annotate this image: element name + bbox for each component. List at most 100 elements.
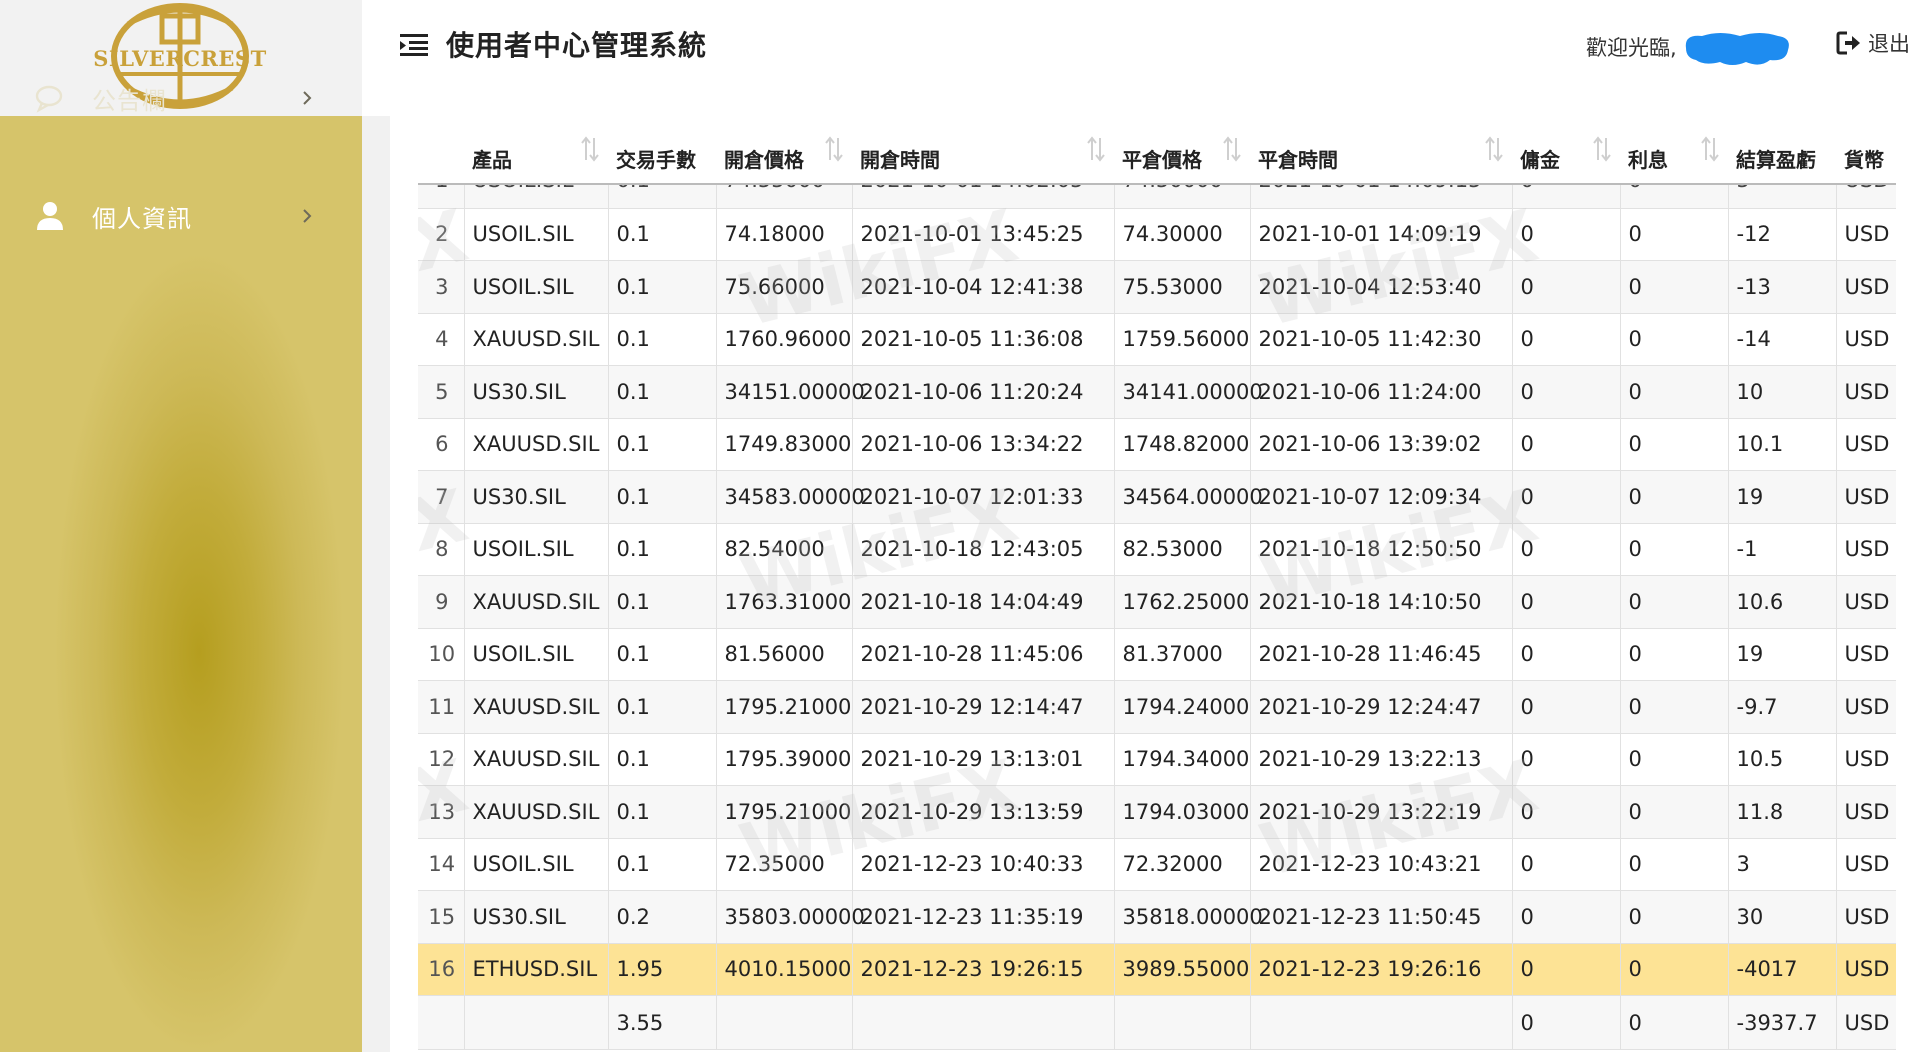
user-icon bbox=[37, 202, 63, 230]
trade-history-table: 產品 交易手數 開倉價格 開倉時間 平倉價格 平倉時間 傭金 利息 結算盈虧 貨幣 1 USOIL.… bbox=[418, 116, 1896, 1050]
table-cell: 2021-10-06 13:34:22 bbox=[851, 418, 1114, 471]
table-cell: 15 bbox=[418, 890, 464, 944]
table-row: 16 ETHUSD.SIL 1.95 4010.15000 2021-12-23 19:… bbox=[418, 943, 1896, 996]
table-cell: -14 bbox=[1727, 313, 1836, 366]
table-cell: 81.37000 bbox=[1113, 628, 1250, 681]
sort-icon[interactable] bbox=[580, 136, 600, 162]
menu-toggle-icon[interactable] bbox=[400, 32, 428, 58]
table-row: 7 US30.SIL 0.1 34583.00000 2021-10-07 12:01:… bbox=[418, 470, 1896, 524]
table-cell: 74.55000 bbox=[715, 184, 852, 209]
table-row: 12 XAUUSD.SIL 0.1 1795.39000 2021-10-29 13:1… bbox=[418, 733, 1896, 786]
table-cell: 3989.55000 bbox=[1113, 943, 1250, 996]
column-header-label: 產品 bbox=[472, 148, 512, 172]
table-cell: 2021-12-23 11:50:45 bbox=[1249, 890, 1512, 944]
column-header-label: 開倉時間 bbox=[860, 148, 940, 172]
column-header[interactable]: 平倉價格 bbox=[1114, 116, 1250, 185]
sort-icon[interactable] bbox=[1592, 136, 1612, 162]
logout-button[interactable]: 退出 bbox=[1836, 28, 1910, 58]
table-cell: USD bbox=[1835, 785, 1896, 839]
column-header-label: 交易手數 bbox=[616, 148, 696, 172]
table-cell: 0 bbox=[1511, 365, 1620, 419]
table-cell: USD bbox=[1835, 418, 1896, 471]
table-cell bbox=[1249, 995, 1512, 1050]
table-row-partial: 1 USOIL.SIL 0.1 74.55000 2021-10-01 14:02:05… bbox=[418, 184, 1896, 209]
column-header[interactable]: 傭金 bbox=[1512, 116, 1620, 185]
table-cell: USOIL.SIL bbox=[463, 628, 608, 681]
table-cell: 2021-10-29 13:13:01 bbox=[851, 733, 1114, 786]
table-cell: 0 bbox=[1511, 575, 1620, 629]
column-header[interactable]: 平倉時間 bbox=[1250, 116, 1512, 185]
table-cell: 2021-10-29 12:24:47 bbox=[1249, 680, 1512, 734]
table-cell: 2021-10-01 13:45:25 bbox=[851, 208, 1114, 261]
table-cell bbox=[463, 995, 608, 1050]
table-cell: 2021-10-28 11:46:45 bbox=[1249, 628, 1512, 681]
table-cell: USD bbox=[1835, 890, 1896, 944]
table-cell: 0 bbox=[1511, 943, 1620, 996]
sort-icon[interactable] bbox=[1484, 136, 1504, 162]
table-cell: 34151.00000 bbox=[715, 365, 865, 419]
column-header[interactable]: 產品 bbox=[464, 116, 608, 185]
table-cell: 2021-10-05 11:36:08 bbox=[851, 313, 1114, 366]
table-cell: 1794.34000 bbox=[1113, 733, 1250, 786]
column-header[interactable]: 開倉價格 bbox=[716, 116, 852, 185]
table-cell: 0 bbox=[1511, 628, 1620, 681]
table-cell: 12 bbox=[418, 733, 464, 786]
content-gutter bbox=[362, 116, 390, 1052]
table-cell: 0 bbox=[1511, 680, 1620, 734]
cell-text: USOIL.SIL bbox=[473, 184, 602, 191]
column-header-label: 傭金 bbox=[1520, 148, 1560, 172]
column-header-index bbox=[418, 116, 464, 185]
sort-icon[interactable] bbox=[1700, 136, 1720, 162]
table-cell: 7 bbox=[418, 470, 464, 524]
table-cell: 5 bbox=[418, 365, 464, 419]
table-cell bbox=[418, 995, 464, 1050]
column-header[interactable]: 利息 bbox=[1620, 116, 1728, 185]
table-cell: 0 bbox=[1619, 418, 1728, 471]
table-cell: 10 bbox=[1727, 365, 1836, 419]
sidebar-item-notice-board[interactable]: 公告欄 bbox=[0, 70, 362, 126]
table-cell: 2021-10-04 12:53:40 bbox=[1249, 260, 1512, 314]
table-row: 4 XAUUSD.SIL 0.1 1760.96000 2021-10-05 11:36… bbox=[418, 313, 1896, 366]
column-header[interactable]: 結算盈虧 bbox=[1728, 116, 1836, 185]
table-cell: 13 bbox=[418, 785, 464, 839]
table-cell: 2021-10-04 12:41:38 bbox=[851, 260, 1114, 314]
table-cell: 2021-10-05 11:42:30 bbox=[1249, 313, 1512, 366]
table-cell: 0 bbox=[1511, 470, 1620, 524]
cell-text: 74.55000 bbox=[725, 184, 846, 191]
table-total-row: 3.55 0 0 -3937.7 USD bbox=[418, 995, 1896, 1050]
table-cell: 0.2 bbox=[607, 890, 716, 944]
table-cell: 0 bbox=[1511, 313, 1620, 366]
table-row: 10 USOIL.SIL 0.1 81.56000 2021-10-28 11:45:0… bbox=[418, 628, 1896, 681]
column-header[interactable]: 交易手數 bbox=[608, 116, 716, 185]
sort-icon[interactable] bbox=[824, 136, 844, 162]
table-cell: 4 bbox=[418, 313, 464, 366]
table-cell: USD bbox=[1835, 184, 1896, 209]
table-cell: ETHUSD.SIL bbox=[463, 943, 608, 996]
cell-text: 0 bbox=[1629, 184, 1722, 191]
cell-text: 2021-10-01 14:09:15 bbox=[1259, 184, 1506, 191]
column-header-label: 平倉價格 bbox=[1122, 148, 1202, 172]
sort-icon[interactable] bbox=[1086, 136, 1106, 162]
logout-label: 退出 bbox=[1868, 32, 1910, 56]
table-cell: 14 bbox=[418, 838, 464, 891]
table-cell: 1762.25000 bbox=[1113, 575, 1250, 629]
table-header-row: 產品 交易手數 開倉價格 開倉時間 平倉價格 平倉時間 傭金 利息 結算盈虧 貨幣 bbox=[418, 116, 1896, 185]
company-logo[interactable]: SILVERCREST bbox=[88, 2, 272, 110]
sort-icon[interactable] bbox=[1222, 136, 1242, 162]
table-cell: 8 bbox=[418, 523, 464, 576]
table-cell: 0 bbox=[1619, 680, 1728, 734]
table-cell: USD bbox=[1835, 313, 1896, 366]
table-cell: 1795.21000 bbox=[715, 785, 852, 839]
table-cell: 9 bbox=[418, 575, 464, 629]
column-header[interactable]: 貨幣 bbox=[1836, 116, 1896, 185]
table-cell: 1.95 bbox=[607, 943, 716, 996]
sidebar-item-personal-info[interactable]: 個人資訊 bbox=[0, 188, 362, 244]
trade-history-table-container[interactable]: 產品 交易手數 開倉價格 開倉時間 平倉價格 平倉時間 傭金 利息 結算盈虧 貨幣 1 USOIL.… bbox=[418, 116, 1896, 1052]
table-cell: 0.1 bbox=[607, 470, 716, 524]
table-cell: 1760.96000 bbox=[715, 313, 852, 366]
column-header[interactable]: 開倉時間 bbox=[852, 116, 1114, 185]
table-cell bbox=[851, 995, 1114, 1050]
table-cell: 4010.15000 bbox=[715, 943, 852, 996]
table-cell: USD bbox=[1835, 733, 1896, 786]
table-cell: 2021-10-07 12:01:33 bbox=[851, 470, 1114, 524]
